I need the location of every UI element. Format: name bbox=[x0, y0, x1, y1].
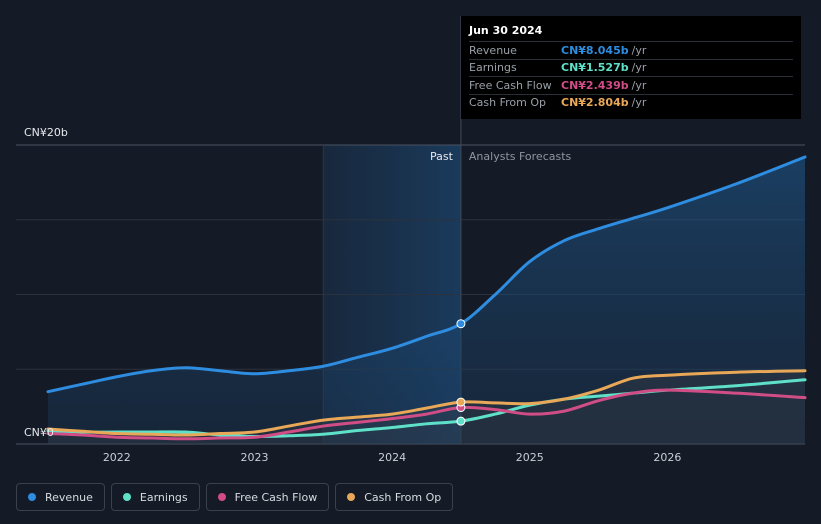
tooltip-row-free-cash-flow: Free Cash Flow CN¥2.439b /yr bbox=[469, 76, 793, 94]
legend-label: Free Cash Flow bbox=[234, 490, 318, 504]
y-axis-bottom-label: CN¥0 bbox=[24, 426, 54, 439]
tooltip-value: CN¥1.527b bbox=[561, 61, 629, 75]
revenue-line bbox=[46, 155, 807, 394]
tooltip-label: Cash From Op bbox=[469, 96, 547, 110]
tooltip-row-cash-from-op: Cash From Op CN¥2.804b /yr bbox=[469, 93, 793, 112]
legend-item-revenue[interactable]: Revenue bbox=[16, 483, 105, 511]
forecast-label: Analysts Forecasts bbox=[469, 150, 572, 163]
legend-label: Cash From Op bbox=[364, 490, 442, 504]
tooltip-date: Jun 30 2024 bbox=[469, 24, 543, 37]
revenue-area bbox=[48, 156, 805, 444]
tooltip-unit: /yr bbox=[631, 96, 647, 110]
earnings-marker bbox=[456, 416, 466, 426]
x-tick-label: 2022 bbox=[103, 451, 131, 464]
legend: Revenue Earnings Free Cash Flow Cash Fro… bbox=[16, 483, 454, 511]
legend-label: Earnings bbox=[139, 490, 188, 504]
tooltip-value: CN¥2.804b bbox=[561, 96, 629, 110]
legend-dot-icon bbox=[28, 493, 36, 501]
legend-item-earnings[interactable]: Earnings bbox=[110, 483, 200, 511]
tooltip-label: Revenue bbox=[469, 43, 517, 57]
tooltip-unit: /yr bbox=[631, 61, 647, 75]
tooltip-row-revenue: Revenue CN¥8.045b /yr bbox=[469, 41, 793, 59]
legend-item-cash-from-op[interactable]: Cash From Op bbox=[335, 483, 454, 511]
cash-from-op-line bbox=[46, 369, 807, 437]
tooltip-unit: /yr bbox=[631, 43, 647, 57]
x-tick-label: 2025 bbox=[516, 451, 544, 464]
x-tick-label: 2023 bbox=[240, 451, 268, 464]
chart: CN¥20b CN¥0 Past Analysts Forecasts 2022 2023… bbox=[16, 16, 807, 464]
tooltip-label: Earnings bbox=[469, 61, 517, 75]
tooltip-label: Free Cash Flow bbox=[469, 78, 552, 92]
revenue-marker bbox=[456, 319, 466, 329]
tooltip-value: CN¥2.439b bbox=[561, 78, 629, 92]
past-label: Past bbox=[430, 150, 454, 163]
y-axis-top-label: CN¥20b bbox=[24, 126, 68, 139]
cash-from-op-area bbox=[48, 370, 805, 444]
tooltip: Jun 30 2024 Revenue CN¥8.045b /yr Earnin… bbox=[461, 16, 801, 119]
free-cash-flow-line bbox=[46, 388, 807, 441]
x-tick-label: 2024 bbox=[378, 451, 406, 464]
tooltip-row-earnings: Earnings CN¥1.527b /yr bbox=[469, 58, 793, 77]
cash-from-op-marker bbox=[456, 397, 466, 407]
legend-dot-icon bbox=[122, 493, 131, 501]
tooltip-unit: /yr bbox=[631, 78, 647, 92]
legend-label: Revenue bbox=[45, 490, 93, 504]
legend-dot-icon bbox=[217, 493, 226, 501]
tooltip-value: CN¥8.045b bbox=[561, 43, 629, 57]
legend-dot-icon bbox=[347, 493, 356, 501]
x-tick-label: 2026 bbox=[653, 451, 681, 464]
legend-item-free-cash-flow[interactable]: Free Cash Flow bbox=[205, 483, 330, 511]
